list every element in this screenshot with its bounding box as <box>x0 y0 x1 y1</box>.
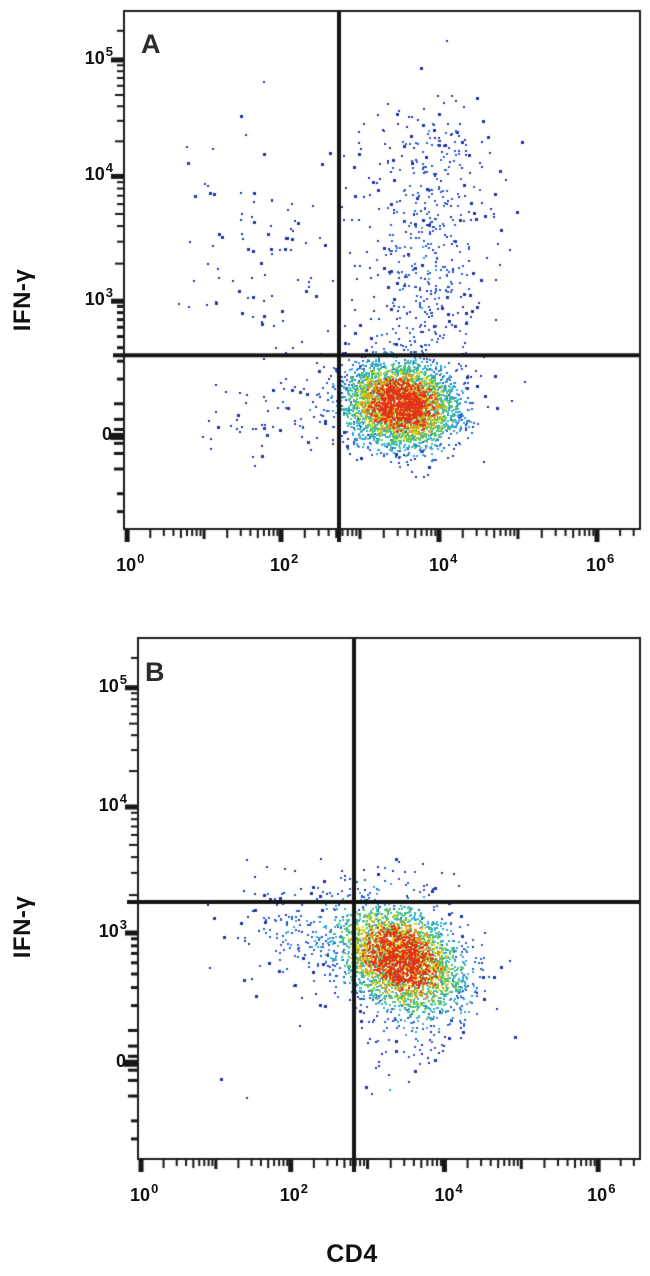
tick-base: 10 <box>429 555 450 575</box>
x-tick-label: 102 <box>269 551 298 577</box>
tick-base: 10 <box>98 675 119 696</box>
tick-exponent: 6 <box>608 1181 616 1196</box>
tick-base: 10 <box>98 794 119 815</box>
x-tick-label: 104 <box>429 551 457 577</box>
tick-exponent: 3 <box>119 917 127 933</box>
tick-exponent: 0 <box>137 551 145 566</box>
x-axis-label: CD4 <box>326 1240 378 1268</box>
y-axis-label-panel-a: IFN-γ <box>9 268 36 332</box>
tick-exponent: 4 <box>105 160 113 176</box>
tick-exponent: 2 <box>291 551 299 566</box>
tick-exponent: 5 <box>119 671 127 687</box>
tick-base: 10 <box>279 1185 300 1205</box>
tick-base: 10 <box>434 1185 455 1205</box>
y-tick-label: 0 <box>57 1051 127 1073</box>
y-tick-label: 105 <box>57 672 127 698</box>
y-tick-label: 0 <box>43 424 113 446</box>
tick-exponent: 4 <box>119 790 127 806</box>
x-tick-label: 102 <box>279 1181 308 1207</box>
tick-base: 10 <box>587 1185 608 1205</box>
tick-base: 10 <box>84 164 105 185</box>
x-tick-label: 100 <box>130 1181 158 1207</box>
tick-base: 10 <box>585 555 606 575</box>
tick-exponent: 4 <box>450 551 458 566</box>
y-tick-label: 104 <box>57 791 127 817</box>
tick-exponent: 2 <box>300 1181 308 1196</box>
panel-b-label: B <box>145 657 165 687</box>
tick-exponent: 5 <box>105 43 113 59</box>
y-tick-label: 103 <box>43 285 113 311</box>
y-tick-label: 105 <box>43 44 113 70</box>
tick-base: 0 <box>101 424 112 445</box>
y-tick-label: 103 <box>57 917 127 943</box>
tick-base: 10 <box>84 47 105 68</box>
x-tick-label: 100 <box>116 551 144 577</box>
tick-base: 10 <box>269 555 291 575</box>
tick-base: 10 <box>84 289 105 310</box>
x-tick-label: 106 <box>587 1181 615 1207</box>
tick-exponent: 3 <box>105 285 113 301</box>
y-axis-label-panel-b: IFN-γ <box>9 895 36 959</box>
tick-base: 10 <box>98 921 119 942</box>
tick-exponent: 4 <box>455 1181 463 1196</box>
tick-exponent: 6 <box>607 551 615 566</box>
tick-base: 10 <box>130 1185 151 1205</box>
y-tick-label: 104 <box>43 160 113 186</box>
tick-exponent: 0 <box>151 1181 159 1196</box>
tick-base: 10 <box>116 555 137 575</box>
panel-a-label: A <box>141 29 161 59</box>
x-tick-label: 106 <box>585 551 614 577</box>
tick-base: 0 <box>115 1051 126 1072</box>
x-tick-label: 104 <box>434 1181 462 1207</box>
